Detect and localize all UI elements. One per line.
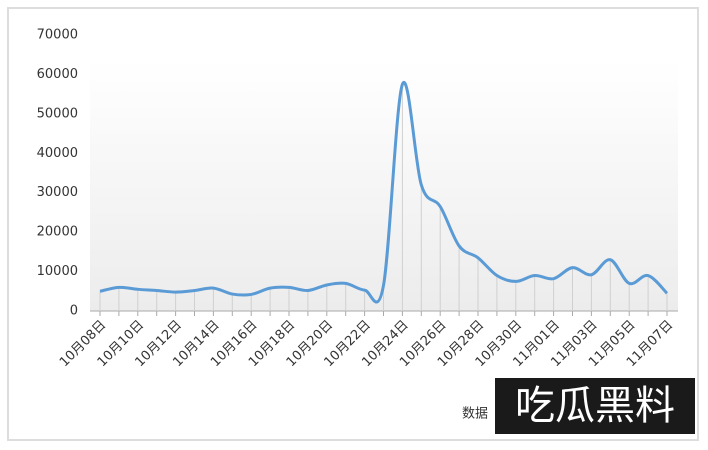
- y-tick-label: 10000: [37, 264, 78, 279]
- line: [99, 80, 669, 304]
- y-tick-label: 50000: [37, 106, 78, 121]
- y-tick-label: 60000: [37, 67, 78, 82]
- y-tick-label: 40000: [37, 146, 78, 161]
- source-note: 数据: [462, 407, 488, 422]
- y-tick-label: 30000: [37, 185, 78, 200]
- y-tick-label: 70000: [37, 28, 78, 43]
- y-tick-label: 0: [70, 304, 78, 319]
- y-tick-label: 20000: [37, 225, 78, 240]
- watermark: 吃瓜黑料: [515, 383, 675, 429]
- watermark-bg: [495, 378, 695, 434]
